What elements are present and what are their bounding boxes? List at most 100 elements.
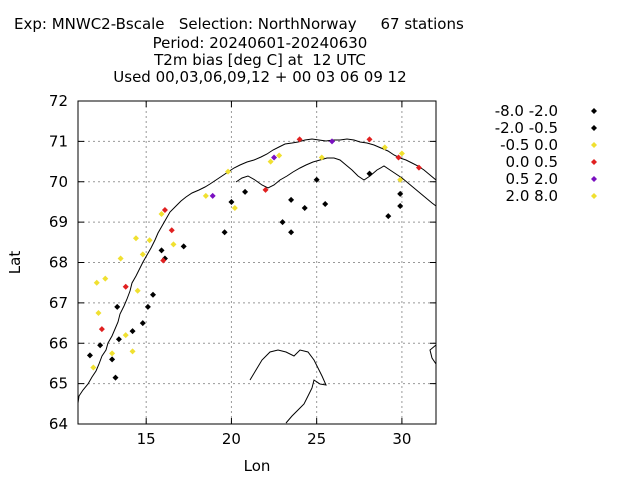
chart-title-line-2: Period: 20240601-20240630 (152, 34, 368, 52)
coastline-east (429, 344, 437, 365)
station-point-class-3 (296, 136, 303, 143)
station-point-class-4 (209, 192, 216, 199)
plot-frame (77, 100, 437, 425)
station-point-class-1 (322, 200, 329, 207)
station-point-class-2 (225, 168, 232, 175)
station-point-class-1 (86, 352, 93, 359)
station-point-class-1 (366, 170, 373, 177)
axes: 15 20 25 30 64 65 66 67 68 69 70 71 72 Lon Lat (6, 92, 436, 475)
station-point-class-1 (228, 198, 235, 205)
station-point-class-1 (150, 291, 157, 298)
station-point-class-1 (221, 229, 228, 236)
x-tick-label: 20 (222, 430, 241, 448)
coastline-norway (77, 138, 437, 404)
station-point-class-3 (262, 186, 269, 193)
station-point-class-1 (313, 176, 320, 183)
station-point-class-2 (318, 154, 325, 161)
station-point-class-4 (329, 138, 336, 145)
station-point-class-1 (97, 342, 104, 349)
legend-label: -8.0 -2.0 (495, 102, 558, 120)
legend-marker (591, 125, 597, 131)
legend: -8.0 -2.0-2.0 -0.5-0.5 0.00.0 0.50.5 2.0… (495, 102, 597, 205)
station-point-class-1 (288, 196, 295, 203)
legend-label: 0.0 0.5 (506, 153, 558, 171)
station-point-class-1 (397, 190, 404, 197)
station-points (86, 136, 422, 381)
station-point-class-1 (158, 247, 165, 254)
y-tick-label: 71 (49, 132, 68, 150)
x-tick-label: 30 (392, 430, 411, 448)
station-point-class-3 (395, 154, 402, 161)
station-point-class-1 (112, 374, 119, 381)
station-point-class-1 (301, 204, 308, 211)
station-point-class-3 (168, 227, 175, 234)
station-point-class-2 (158, 211, 165, 218)
station-point-class-1 (115, 336, 122, 343)
station-point-class-2 (231, 204, 238, 211)
station-point-class-1 (385, 213, 392, 220)
y-tick-label: 65 (49, 375, 68, 393)
station-point-class-3 (122, 283, 129, 290)
legend-label: -0.5 0.0 (500, 136, 558, 154)
station-point-class-2 (381, 144, 388, 151)
y-tick-label: 69 (49, 213, 68, 231)
station-point-class-1 (129, 328, 136, 335)
station-point-class-2 (202, 192, 209, 199)
station-point-class-1 (139, 320, 146, 327)
station-point-class-2 (93, 279, 100, 286)
station-point-class-2 (170, 241, 177, 248)
station-point-class-2 (102, 275, 109, 282)
station-point-class-1 (144, 303, 151, 310)
legend-label: 0.5 2.0 (506, 170, 558, 188)
chart-title-line-4: Used 00,03,06,09,12 + 00 03 06 09 12 (113, 68, 407, 86)
station-point-class-2 (276, 152, 283, 159)
y-tick-label: 66 (49, 334, 68, 352)
legend-label: -2.0 -0.5 (495, 119, 558, 137)
station-point-class-3 (415, 164, 422, 171)
y-tick-label: 72 (49, 92, 68, 110)
station-point-class-3 (366, 136, 373, 143)
station-point-class-2 (398, 150, 405, 157)
station-point-class-1 (242, 188, 249, 195)
station-point-class-1 (397, 202, 404, 209)
station-point-class-3 (98, 326, 105, 333)
y-tick-label: 64 (49, 415, 68, 433)
station-point-class-3 (160, 257, 167, 264)
x-axis-label: Lon (244, 457, 271, 475)
station-point-class-2 (132, 235, 139, 242)
station-point-class-2 (397, 176, 404, 183)
x-tick-label: 15 (137, 430, 156, 448)
station-point-class-1 (288, 229, 295, 236)
station-point-class-2 (109, 350, 116, 357)
legend-marker (591, 176, 597, 182)
station-point-class-2 (267, 158, 274, 165)
station-point-class-2 (146, 237, 153, 244)
grid-lines (78, 100, 436, 425)
chart-title-line-3: T2m bias [deg C] at 12 UTC (154, 51, 366, 69)
station-point-class-1 (180, 243, 187, 250)
coastline-sweden-gulf (249, 349, 327, 424)
station-point-class-2 (129, 348, 136, 355)
station-point-class-2 (139, 251, 146, 258)
station-point-class-2 (122, 332, 129, 339)
x-tick-label: 25 (307, 430, 326, 448)
station-point-class-1 (114, 303, 121, 310)
station-point-class-4 (271, 154, 278, 161)
coastline-map (77, 138, 437, 424)
y-tick-label: 67 (49, 294, 68, 312)
chart-title-line-1: Exp: MNWC2-Bscale Selection: NorthNorway… (14, 15, 464, 33)
station-point-class-2 (95, 309, 102, 316)
station-point-class-3 (161, 207, 168, 214)
y-tick-label: 68 (49, 254, 68, 272)
y-tick-label: 70 (49, 173, 68, 191)
coastline-inner-fjords (235, 157, 437, 207)
station-point-class-2 (90, 364, 97, 371)
legend-label: 2.0 8.0 (506, 187, 558, 205)
station-point-class-2 (117, 255, 124, 262)
station-point-class-1 (109, 356, 116, 363)
legend-marker (591, 159, 597, 165)
legend-marker (591, 142, 597, 148)
station-point-class-2 (134, 287, 141, 294)
station-point-class-1 (279, 219, 286, 226)
